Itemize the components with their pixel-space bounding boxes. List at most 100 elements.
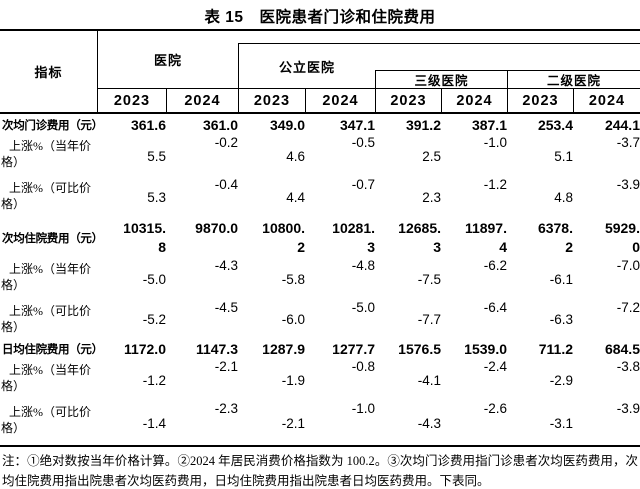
table-title: 表 15 医院患者门诊和住院费用	[204, 9, 436, 26]
table-footnote: 注：①绝对数按当年价格计算。②2024 年居民消费价格指数为 100.2。③次均…	[2, 454, 638, 488]
rule-header-bottom	[0, 112, 640, 114]
value-cell: 684.5	[604, 340, 640, 357]
value-cell: -0.4	[214, 177, 238, 192]
value-cell: 1147.3	[195, 340, 238, 357]
header-indicator: 指标	[34, 65, 63, 80]
value-cell: 6378. 2	[537, 220, 573, 255]
value-cell: -7.5	[417, 271, 441, 287]
value-cell: 9870.0	[195, 220, 238, 236]
table-row: 次均门诊费用（元） 361.6 361.0 349.0 347.1 391.2 387.1 2…	[0, 114, 640, 135]
value-cell: -0.8	[351, 359, 375, 374]
rule-year-row-top	[97, 88, 640, 89]
metric-label: 次均住院费用（元）	[2, 233, 97, 245]
value-cell: 1172.0	[123, 340, 166, 357]
value-cell: 2.3	[422, 190, 441, 205]
value-cell: 349.0	[269, 116, 305, 133]
value-cell: 711.2	[538, 340, 573, 357]
value-cell: 10315. 8	[123, 220, 166, 255]
value-cell: -2.6	[483, 401, 507, 416]
metric-label: 上涨%（当年价 格）	[1, 363, 91, 393]
value-cell: 4.6	[286, 148, 305, 164]
year-header: 2024	[184, 92, 221, 109]
year-header: 2024	[322, 92, 359, 109]
year-header: 2024	[588, 92, 626, 109]
value-cell: -0.2	[214, 135, 238, 150]
value-cell: -4.3	[417, 415, 441, 431]
value-cell: -4.5	[214, 300, 238, 315]
metric-label: 上涨%（当年价 格）	[1, 262, 91, 292]
value-cell: -6.1	[549, 271, 573, 287]
value-cell: 244.1	[604, 116, 640, 133]
metric-label: 上涨%（当年价 格）	[1, 139, 91, 169]
value-cell: -3.9	[616, 177, 640, 192]
value-cell: -1.0	[351, 401, 375, 416]
rule-public-group-top	[238, 43, 640, 44]
value-cell: 4.4	[286, 190, 305, 205]
value-cell: -6.4	[483, 300, 507, 315]
divider-public-years	[305, 89, 306, 112]
value-cell: 5929. 0	[604, 220, 640, 255]
table-row: 上涨%（可比价 格） -1.4 -2.3 -2.1 -1.0 -4.3 -2.6 -3.1 -3…	[0, 401, 640, 445]
divider-indicator	[97, 31, 98, 112]
value-cell: -6.3	[549, 311, 573, 327]
table-row: 上涨%（当年价 格） -1.2 -2.1 -1.9 -0.8 -4.1 -2.4 -2.9 -3…	[0, 359, 640, 401]
value-cell: -0.7	[351, 177, 375, 192]
rule-table-bottom	[0, 445, 640, 447]
value-cell: -5.0	[351, 300, 375, 315]
divider-tier3-years	[441, 89, 442, 112]
year-header: 2023	[113, 92, 151, 109]
metric-label: 上涨%（可比价 格）	[1, 304, 91, 334]
header-group-tier2: 二级医院	[546, 74, 601, 88]
value-cell: 11897. 4	[464, 220, 507, 255]
value-cell: -5.2	[142, 311, 166, 327]
table-row: 上涨%（当年价 格） -5.0 -4.3 -5.8 -4.8 -7.5 -6.2 -6.1 -7…	[0, 258, 640, 300]
value-cell: 5.5	[147, 148, 166, 164]
value-cell: 361.6	[130, 116, 166, 133]
value-cell: 5.1	[554, 148, 573, 164]
year-header: 2024	[456, 92, 493, 109]
metric-label: 上涨%（可比价 格）	[1, 181, 91, 211]
rule-tier-group-top	[375, 70, 640, 71]
divider-public-group	[238, 44, 239, 112]
table-row: 次均住院费用（元） 10315. 8 9870.0 10800. 2 10281. 3 1…	[0, 218, 640, 258]
value-cell: 391.2	[405, 116, 441, 133]
value-cell: -4.3	[214, 258, 238, 273]
value-cell: 10800. 2	[262, 220, 305, 255]
value-cell: 12685. 3	[398, 220, 441, 255]
value-cell: 253.4	[537, 116, 573, 133]
data-table: 次均门诊费用（元） 361.6 361.0 349.0 347.1 391.2 387.1 2…	[0, 114, 640, 445]
value-cell: 347.1	[339, 116, 375, 133]
value-cell: -3.8	[616, 359, 640, 374]
value-cell: 5.3	[147, 190, 166, 205]
table-row: 上涨%（当年价 格） 5.5 -0.2 4.6 -0.5 2.5 -1.0 5.1 -3.7	[0, 135, 640, 177]
value-cell: -7.2	[616, 300, 640, 315]
value-cell: -5.8	[281, 271, 305, 287]
value-cell: -3.7	[616, 135, 640, 150]
divider-tier3-group	[375, 71, 376, 112]
header-group-hospital: 医院	[153, 53, 182, 68]
table-row: 日均住院费用（元） 1172.0 1147.3 1287.9 1277.7 1576.5 1…	[0, 338, 640, 359]
value-cell: -2.4	[483, 359, 507, 374]
table-row: 上涨%（可比价 格） -5.2 -4.5 -6.0 -5.0 -7.7 -6.4 -6.3 -7…	[0, 300, 640, 338]
value-cell: -7.0	[616, 258, 640, 273]
divider-tier2-group	[507, 71, 508, 112]
value-cell: -7.7	[417, 311, 441, 327]
year-header: 2023	[522, 92, 559, 109]
header-group-tier3: 三级医院	[414, 74, 469, 88]
value-cell: -1.0	[483, 135, 507, 150]
value-cell: -6.2	[483, 258, 507, 273]
metric-label: 上涨%（可比价 格）	[1, 405, 91, 435]
value-cell: 1277.7	[332, 340, 375, 357]
value-cell: -3.1	[549, 415, 573, 431]
value-cell: -6.0	[281, 311, 305, 327]
year-header: 2023	[390, 92, 427, 109]
value-cell: -4.1	[417, 372, 441, 388]
metric-label: 日均住院费用（元）	[2, 343, 97, 356]
value-cell: -2.9	[549, 372, 573, 388]
value-cell: 1539.0	[464, 340, 507, 357]
value-cell: -2.1	[214, 359, 238, 374]
divider-tier2-years	[573, 89, 574, 112]
year-header: 2023	[253, 92, 291, 109]
value-cell: 387.1	[471, 116, 507, 133]
